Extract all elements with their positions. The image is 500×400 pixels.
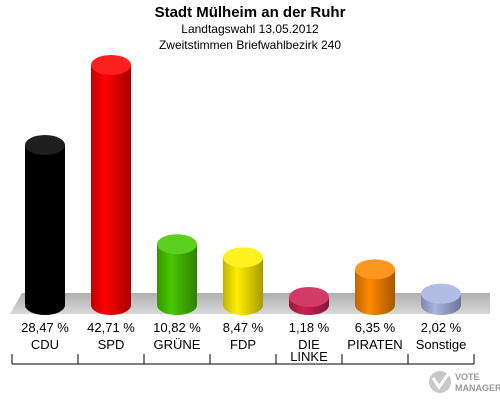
bar-top-piraten: [355, 259, 395, 280]
bar-top-fdp: [223, 247, 263, 268]
category-label-cdu: CDU: [31, 337, 59, 352]
category-label-piraten: PIRATEN: [347, 337, 402, 352]
category-label-sonstige: Sonstige: [416, 337, 467, 352]
category-label-grüne: GRÜNE: [154, 337, 201, 352]
value-label-cdu: 28,47 %: [21, 320, 69, 335]
bar-sonstige: [421, 283, 461, 315]
chart-title: Stadt Mülheim an der Ruhr: [155, 4, 346, 21]
bar-body-spd: [91, 65, 131, 315]
vote-manager-watermark: VOTE MANAGER: [429, 371, 500, 393]
bar-top-cdu: [25, 135, 65, 156]
bar-top-spd: [91, 55, 131, 75]
value-label-grüne: 10,82 %: [153, 320, 201, 335]
bar-grüne: [157, 234, 197, 315]
bar-body-cdu: [25, 145, 65, 315]
value-label-fdp: 8,47 %: [223, 320, 264, 335]
value-label-piraten: 6,35 %: [355, 320, 396, 335]
bar-cdu: [25, 135, 65, 315]
chart-subtitle-line-1: Landtagswahl 13.05.2012: [181, 22, 319, 36]
bars-group: [25, 55, 461, 315]
value-label-die-linke: 1,18 %: [289, 320, 330, 335]
chart-subtitle-line-2: Zweitstimmen Briefwahlbezirk 240: [159, 38, 341, 52]
bar-top-grüne: [157, 234, 197, 255]
category-label-die-linke-2: LINKE: [290, 349, 328, 364]
labels-group: 28,47 % CDU 42,71 % SPD 10,82 % GRÜNE 8,47 % FD…: [11, 320, 475, 365]
value-label-spd: 42,71 %: [87, 320, 135, 335]
bar-fdp: [223, 247, 263, 315]
bar-body-piraten: [355, 269, 395, 315]
bar-piraten: [355, 259, 395, 315]
bar-die-linke: [289, 287, 329, 315]
bar-body-fdp: [223, 257, 263, 315]
watermark-line-1: VOTE: [455, 372, 480, 382]
bar-body-grüne: [157, 244, 197, 315]
category-label-die-linke-1: DIE: [298, 337, 320, 352]
bar-spd: [91, 55, 131, 315]
category-label-fdp: FDP: [230, 337, 256, 352]
bar-top-sonstige: [421, 283, 461, 304]
watermark-line-2: MANAGER: [455, 383, 500, 393]
value-label-sonstige: 2,02 %: [421, 320, 462, 335]
bar-top-die-linke: [289, 287, 329, 307]
category-label-spd: SPD: [98, 337, 125, 352]
vote-manager-logo-icon: [429, 371, 451, 393]
